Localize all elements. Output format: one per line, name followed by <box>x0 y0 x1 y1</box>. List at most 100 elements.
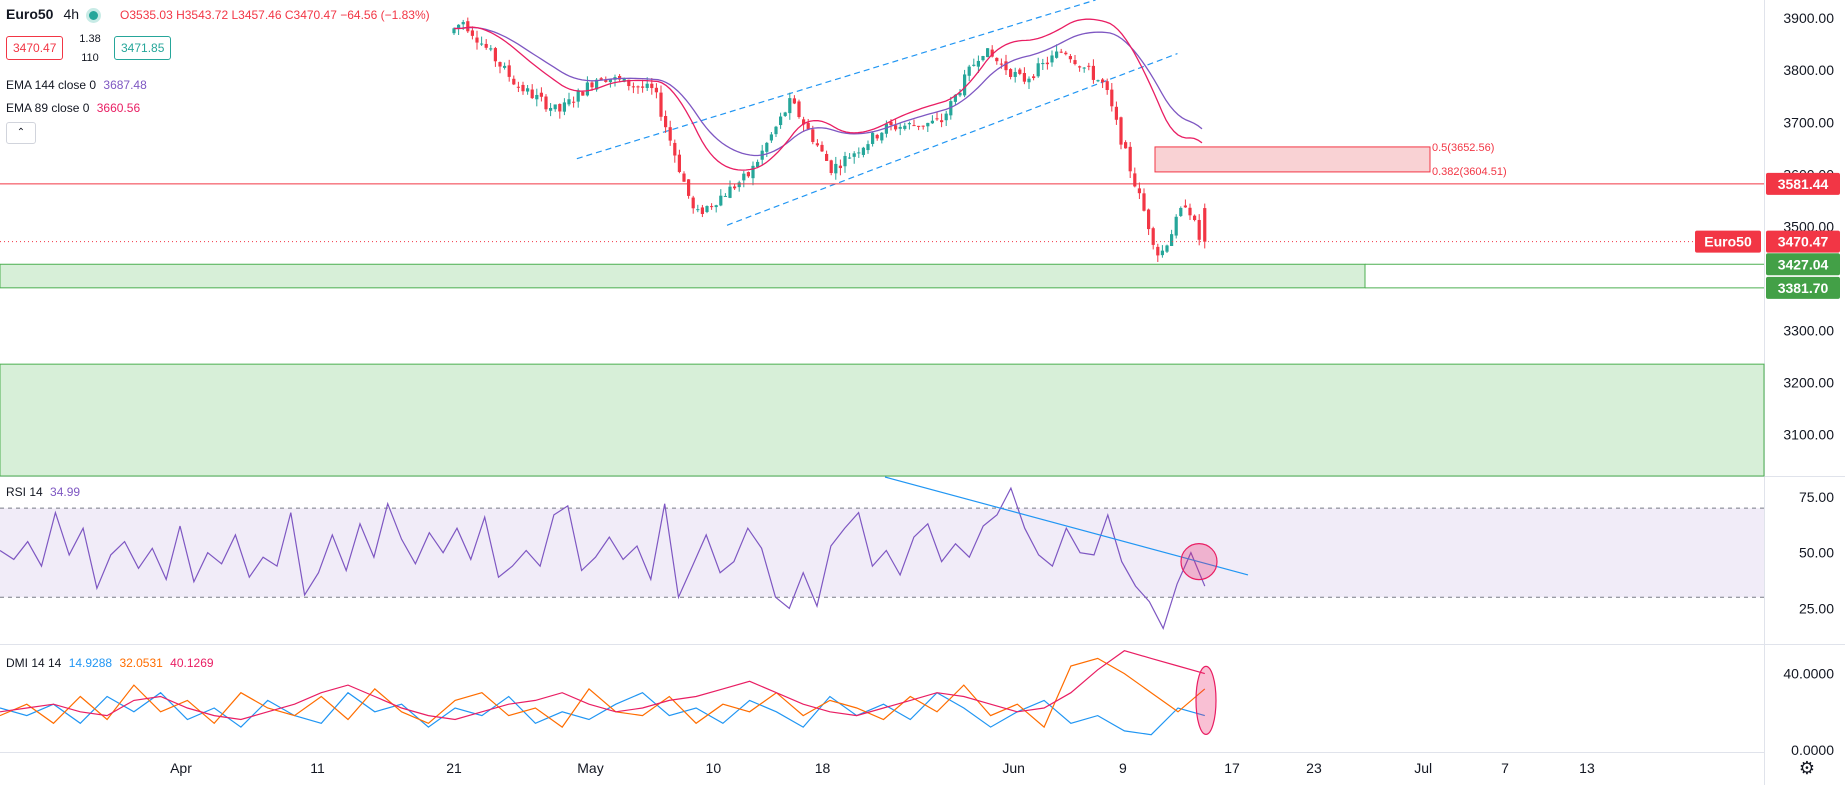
candle-body <box>1050 55 1054 63</box>
dmi-label: DMI 14 14 <box>6 656 62 670</box>
candle-body <box>820 144 824 152</box>
candle-body <box>677 154 681 172</box>
ema89-label: EMA 89 close 0 <box>6 101 90 115</box>
candle-body <box>1073 60 1077 65</box>
candle-body <box>792 98 796 104</box>
candle-body <box>765 142 769 152</box>
dmi-highlight-ellipse <box>1195 665 1217 735</box>
candle-body <box>530 89 534 99</box>
candle-body <box>1018 69 1022 74</box>
chevron-up-icon: ⌃ <box>16 127 26 138</box>
rsi-highlight-circle <box>1180 543 1218 581</box>
candle-body <box>1174 216 1178 236</box>
market-status-icon <box>89 10 99 20</box>
candle-body <box>806 122 810 130</box>
candle-body <box>503 65 507 68</box>
candle-body <box>1009 69 1013 77</box>
candle-body <box>618 75 622 80</box>
candle-body <box>636 86 640 88</box>
candle-body <box>719 195 723 206</box>
candle-body <box>700 207 704 215</box>
candle-body <box>774 126 778 135</box>
ohlc-values: O3535.03 H3543.72 L3457.46 C3470.47 −64.… <box>120 8 430 22</box>
candle-body <box>834 163 838 174</box>
candle-body <box>1082 67 1086 69</box>
candle-body <box>1064 52 1068 55</box>
candle-body <box>756 161 760 168</box>
candle-body <box>673 142 677 156</box>
candle-body <box>521 84 525 92</box>
buy-price-button[interactable]: 3471.85 <box>114 36 172 60</box>
candle-body <box>963 74 967 96</box>
ema144-legend[interactable]: EMA 144 close 0 3687.48 <box>6 78 147 92</box>
candle-body <box>889 121 893 126</box>
candle-body <box>751 165 755 179</box>
candle-body <box>1055 51 1059 58</box>
spread-readout: 1.38 110 <box>78 30 102 68</box>
candle-body <box>595 79 599 90</box>
candle-body <box>622 78 626 82</box>
candle-body <box>641 86 645 88</box>
rsi-line <box>0 486 1206 630</box>
candle-body <box>802 119 806 125</box>
ema144-value: 3687.48 <box>103 78 147 92</box>
zone-bottom-price-tag-bg <box>1766 276 1840 299</box>
price-axis-tick: 3700.00 <box>1783 114 1834 130</box>
ema89-line <box>453 18 1203 171</box>
candle-body <box>779 116 783 126</box>
candle-body <box>1156 246 1160 256</box>
candle-body <box>526 88 530 92</box>
candle-body <box>572 101 576 103</box>
candle-body <box>544 96 548 110</box>
candle-body <box>516 86 520 88</box>
price-axis-tick: 3500.00 <box>1783 218 1834 234</box>
candle-body <box>861 147 865 155</box>
rsi-band <box>0 508 1764 598</box>
timeframe-label[interactable]: 4h <box>63 6 80 22</box>
rsi-legend[interactable]: RSI 14 34.99 <box>6 485 80 499</box>
zone-bottom-price-tag: 3381.70 <box>1778 280 1829 296</box>
price-axis-tick: 3800.00 <box>1783 62 1834 78</box>
candle-body <box>668 127 672 141</box>
symbol-title[interactable]: Euro50 <box>6 6 54 22</box>
time-axis-tick: 11 <box>310 760 325 776</box>
candle-body <box>480 43 484 45</box>
dmi-legend[interactable]: DMI 14 14 14.9288 32.0531 40.1269 <box>6 656 214 670</box>
candle-body <box>917 125 921 127</box>
zone-top-price-tag-bg <box>1766 253 1840 276</box>
dmi-axis-tick: 0.0000 <box>1791 742 1834 758</box>
candle-body <box>1004 61 1008 71</box>
spread-bottom: 110 <box>81 52 99 64</box>
collapse-legend-button[interactable]: ⌃ <box>6 122 36 144</box>
candle-body <box>1147 209 1151 230</box>
candle-body <box>1032 76 1036 79</box>
candle-body <box>581 91 585 96</box>
fib-05-label: 0.5(3652.56) <box>1432 142 1495 154</box>
dmi-plus-line <box>0 691 1205 736</box>
candle-body <box>907 123 911 125</box>
candle-body <box>1151 228 1155 245</box>
candle-body <box>958 92 962 96</box>
rsi-trendline <box>884 476 1249 576</box>
resistance-price-tag: 3581.44 <box>1778 176 1829 192</box>
candle-body <box>852 153 856 157</box>
rsi-axis-tick: 50.00 <box>1799 545 1834 561</box>
candle-body <box>1041 62 1045 65</box>
candle-body <box>1110 89 1114 107</box>
candle-body <box>829 160 833 173</box>
candle-body <box>1142 193 1146 211</box>
ema89-legend[interactable]: EMA 89 close 0 3660.56 <box>6 101 140 115</box>
resistance-price-tag-bg <box>1766 172 1840 195</box>
candle-body <box>1193 215 1197 221</box>
symbol-price-tag-bg <box>1695 230 1761 253</box>
last-price-tag-bg <box>1766 230 1840 253</box>
sell-price-button[interactable]: 3470.47 <box>6 36 64 60</box>
price-axis-tick: 3300.00 <box>1783 322 1834 338</box>
candle-body <box>461 22 465 25</box>
candle-body <box>769 134 773 141</box>
zone-top-price-tag: 3427.04 <box>1778 256 1829 272</box>
time-axis-tick: 13 <box>1579 760 1595 776</box>
gear-icon[interactable]: ⚙ <box>1798 758 1816 778</box>
time-axis-tick: 18 <box>815 760 831 776</box>
